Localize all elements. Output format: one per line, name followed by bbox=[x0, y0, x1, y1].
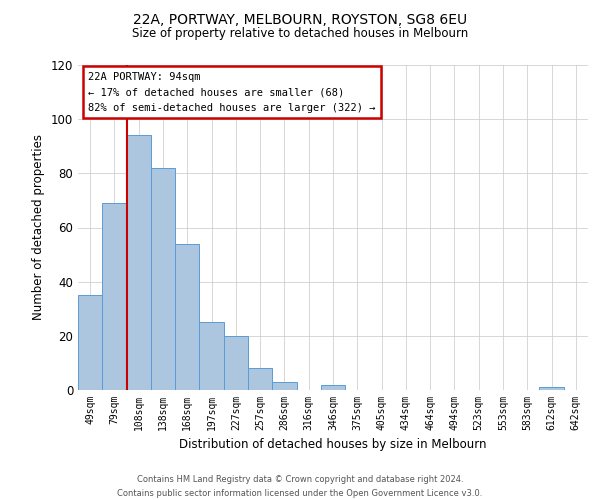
Text: Size of property relative to detached houses in Melbourn: Size of property relative to detached ho… bbox=[132, 28, 468, 40]
Bar bbox=[272, 382, 296, 390]
Bar bbox=[151, 168, 175, 390]
Bar bbox=[321, 384, 345, 390]
Text: 22A PORTWAY: 94sqm
← 17% of detached houses are smaller (68)
82% of semi-detache: 22A PORTWAY: 94sqm ← 17% of detached hou… bbox=[88, 72, 376, 112]
Bar bbox=[248, 368, 272, 390]
Bar bbox=[102, 203, 127, 390]
Bar bbox=[199, 322, 224, 390]
Bar bbox=[539, 388, 564, 390]
Bar bbox=[78, 295, 102, 390]
Text: 22A, PORTWAY, MELBOURN, ROYSTON, SG8 6EU: 22A, PORTWAY, MELBOURN, ROYSTON, SG8 6EU bbox=[133, 12, 467, 26]
X-axis label: Distribution of detached houses by size in Melbourn: Distribution of detached houses by size … bbox=[179, 438, 487, 452]
Y-axis label: Number of detached properties: Number of detached properties bbox=[32, 134, 45, 320]
Text: Contains HM Land Registry data © Crown copyright and database right 2024.
Contai: Contains HM Land Registry data © Crown c… bbox=[118, 476, 482, 498]
Bar bbox=[127, 136, 151, 390]
Bar bbox=[175, 244, 199, 390]
Bar bbox=[224, 336, 248, 390]
